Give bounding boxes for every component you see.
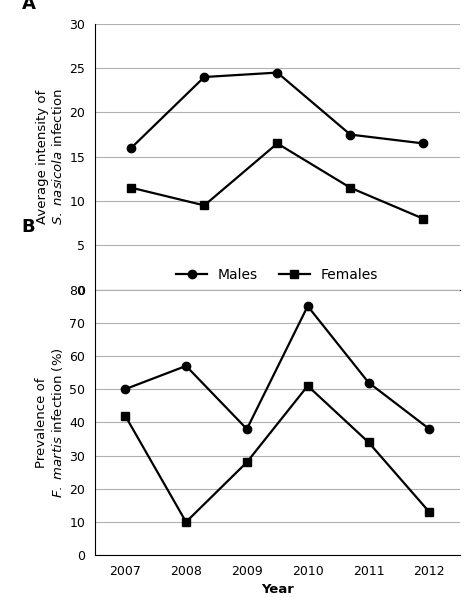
Line: Females: Females bbox=[121, 381, 434, 526]
Males bbox=[305, 303, 310, 310]
Males bbox=[366, 379, 372, 386]
Text: B: B bbox=[22, 219, 36, 236]
Males bbox=[183, 362, 189, 370]
Males bbox=[122, 386, 128, 393]
Females bbox=[122, 412, 128, 419]
Females bbox=[183, 518, 189, 525]
Males bbox=[427, 426, 432, 433]
Females bbox=[366, 439, 372, 446]
Males bbox=[244, 426, 250, 433]
Y-axis label: Average intensity of
$S.\ nasicola$ infection: Average intensity of $S.\ nasicola$ infe… bbox=[36, 88, 65, 225]
X-axis label: Year: Year bbox=[261, 583, 294, 596]
Text: A: A bbox=[22, 0, 36, 13]
Females bbox=[305, 382, 310, 389]
Females bbox=[244, 458, 250, 466]
X-axis label: Year: Year bbox=[261, 318, 294, 331]
Legend: Males, Females: Males, Females bbox=[171, 262, 383, 287]
Line: Males: Males bbox=[121, 302, 434, 433]
Females bbox=[427, 509, 432, 516]
Y-axis label: Prevalence of
$F.\ martis$ infection (%): Prevalence of $F.\ martis$ infection (%) bbox=[35, 347, 65, 498]
